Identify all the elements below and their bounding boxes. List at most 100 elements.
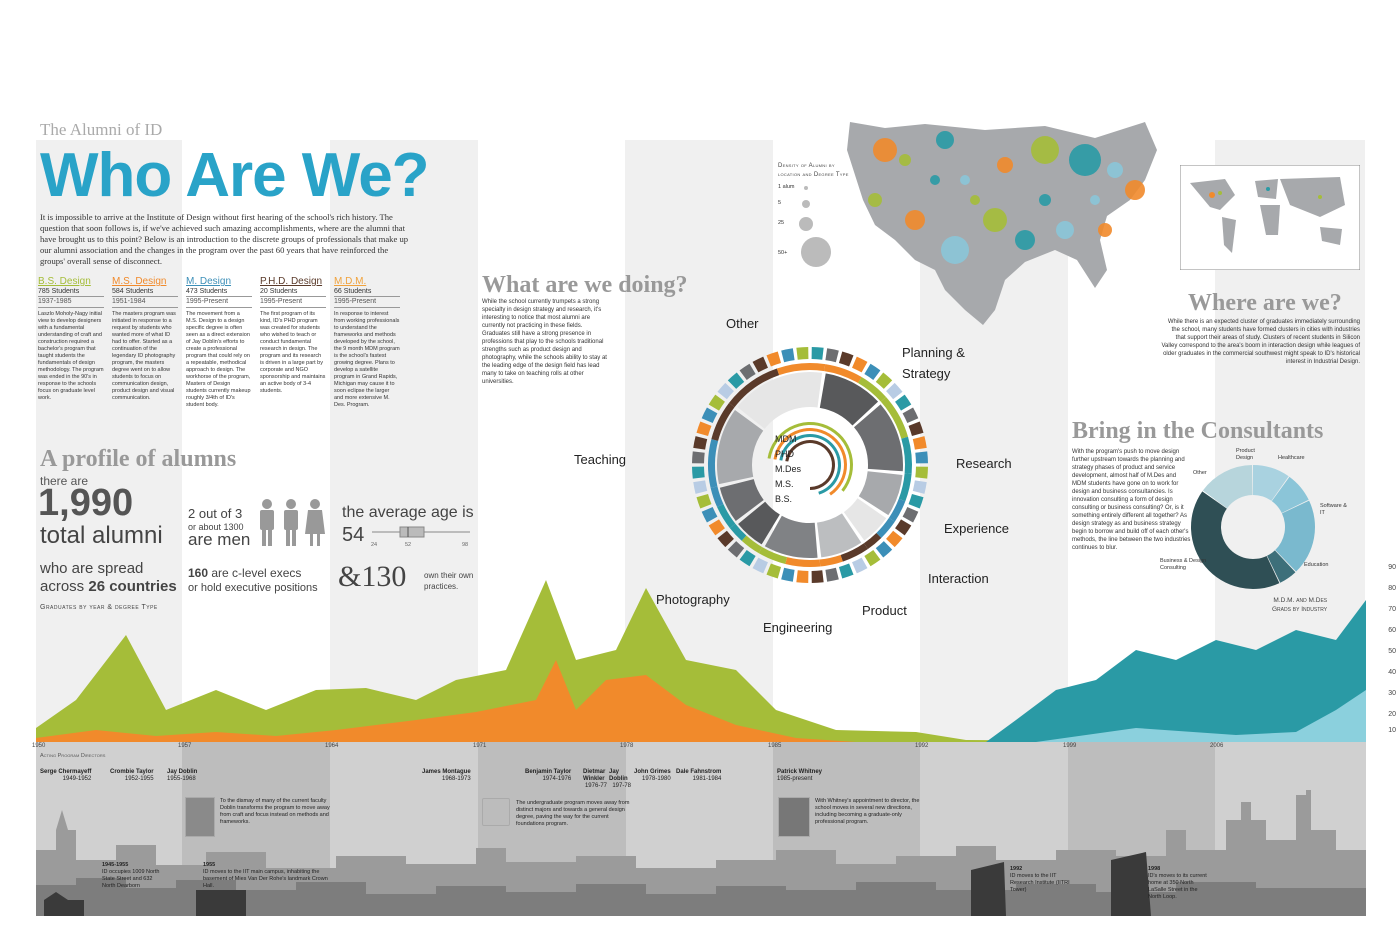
where-text: While there is an expected cluster of gr… xyxy=(1161,319,1361,365)
director-name: John Grimes xyxy=(634,769,671,775)
outer-segment xyxy=(708,519,725,536)
map-bubble xyxy=(1056,221,1074,239)
outer-segment xyxy=(752,557,768,574)
bg-stripe xyxy=(36,140,182,740)
chicago-skyline xyxy=(36,790,1366,916)
y-tick: 10 xyxy=(1388,727,1396,734)
building-1955 xyxy=(196,890,246,916)
degree-name: M. Design xyxy=(186,276,232,287)
occupation-segment xyxy=(858,471,903,516)
degree-students: 473 Students xyxy=(186,287,252,297)
whitney-photo xyxy=(778,797,810,837)
degree-split-segment xyxy=(863,532,882,549)
event-year: 1945-1955 xyxy=(102,862,129,868)
outer-segment xyxy=(708,394,725,411)
map-legend-25: 25 xyxy=(778,220,785,226)
event-text: ID's moves to its current home at 350 No… xyxy=(1148,873,1207,900)
map-bubble xyxy=(1125,180,1145,200)
outer-segment xyxy=(895,519,912,536)
director-years: 1949-1952 xyxy=(62,776,92,782)
outer-segment xyxy=(902,407,919,423)
degree-split-segment xyxy=(840,543,868,562)
donut-label-software: Software & IT xyxy=(1320,503,1347,516)
building-1992 xyxy=(971,862,1006,916)
director-years: 197-78 xyxy=(612,783,631,789)
map-bubble xyxy=(873,138,897,162)
event-1955: 1955 ID moves to the IIT main campus, inh… xyxy=(203,862,329,890)
donut-segment xyxy=(1271,476,1309,513)
director: Jay Doblin 197-78 xyxy=(609,769,631,790)
degree-split-segment xyxy=(710,486,724,508)
director: Serge Chermayeff 1949-1952 xyxy=(40,769,91,783)
map-legend-title: Density of Alumni by location and Degree… xyxy=(778,162,849,180)
consult-heading: Bring in the Consultants xyxy=(1072,418,1324,444)
ring-label-planning: Planning & Strategy xyxy=(902,345,965,381)
consult-text: With the program's push to move design f… xyxy=(1072,449,1191,551)
map-bubble xyxy=(970,195,980,205)
outer-segment xyxy=(766,351,782,367)
outer-segment xyxy=(852,356,868,373)
director: Dale Fahnstrom 1981-1984 xyxy=(676,769,721,783)
degree-split-segment xyxy=(888,498,906,522)
x-tick: 1964 xyxy=(325,743,339,749)
people-icon xyxy=(260,499,325,546)
degree-ms: M.S. Design 584 Students 1951-1984 The m… xyxy=(112,276,178,402)
outer-segment xyxy=(825,348,839,363)
age-max: 98 xyxy=(462,542,469,548)
graduates-area xyxy=(36,660,1366,742)
building-1945 xyxy=(44,892,84,916)
industry-donut-chart xyxy=(1191,465,1315,589)
outer-segment xyxy=(701,407,718,423)
director-years: 1976-77 xyxy=(584,783,607,789)
occupation-segment xyxy=(717,410,764,485)
outer-segment xyxy=(912,436,927,450)
degree-bs: B.S. Design 785 Students 1937-1985 Laszl… xyxy=(38,276,104,402)
map-bubble xyxy=(1039,194,1051,206)
donut-label-education: Education xyxy=(1304,562,1329,568)
director-name: Patrick Whitney xyxy=(777,769,823,775)
map-bubble xyxy=(936,131,954,149)
degree-split-segment xyxy=(758,547,788,564)
ring-label-product: Product xyxy=(862,603,907,618)
building-1998 xyxy=(1111,852,1151,916)
degree-students: 785 Students xyxy=(38,287,104,297)
degree-name: B.S. Design xyxy=(38,276,91,287)
donut-segment xyxy=(1275,500,1315,572)
men-line-1: 2 out of 3 xyxy=(188,506,243,521)
degree-desc: Laszlo Moholy-Nagy initial view to devel… xyxy=(38,311,104,401)
outer-segment xyxy=(717,530,734,548)
map-bubble xyxy=(930,175,940,185)
donut-segment xyxy=(1267,550,1296,583)
director: John Grimes 1978-1980 xyxy=(634,769,671,783)
event-1992: 1992 ID moves to the IIT Research Institu… xyxy=(1010,866,1070,894)
map-bubble xyxy=(960,175,970,185)
occupation-segment xyxy=(819,373,879,426)
execs-text: are c-level execs xyxy=(208,566,302,580)
donut-caption-2: Grads by Industry xyxy=(1272,606,1328,613)
director-years: 1952-1955 xyxy=(124,776,154,782)
degree-years: 1937-1985 xyxy=(38,297,104,308)
director-years: 1955-1968 xyxy=(167,776,196,782)
degree-desc: In response to interest from working pro… xyxy=(334,311,400,408)
outer-segment xyxy=(739,363,756,380)
outer-segment xyxy=(912,480,927,494)
director-name: Dale Fahnstrom xyxy=(676,769,722,775)
x-tick: 1971 xyxy=(473,743,487,749)
outer-segment xyxy=(701,507,718,523)
director-name: Jay Doblin xyxy=(167,769,198,775)
donut-label-other: Other xyxy=(1193,470,1207,476)
outer-segment xyxy=(752,356,768,373)
outer-segment xyxy=(696,421,712,437)
map-bubble xyxy=(997,157,1013,173)
outer-segment xyxy=(727,541,745,558)
map-bubble xyxy=(905,210,925,230)
degree-desc: The first program of its kind, ID's PHD … xyxy=(260,311,326,394)
occupation-segment xyxy=(843,498,887,541)
outer-segment xyxy=(886,382,903,400)
outer-segment xyxy=(915,451,928,464)
page-title: Who Are We? xyxy=(40,141,430,210)
degree-years: 1995-Present xyxy=(334,297,400,308)
age-value: 54 xyxy=(342,524,365,546)
outer-segment xyxy=(908,421,924,437)
men-line-3: are men xyxy=(188,530,251,549)
